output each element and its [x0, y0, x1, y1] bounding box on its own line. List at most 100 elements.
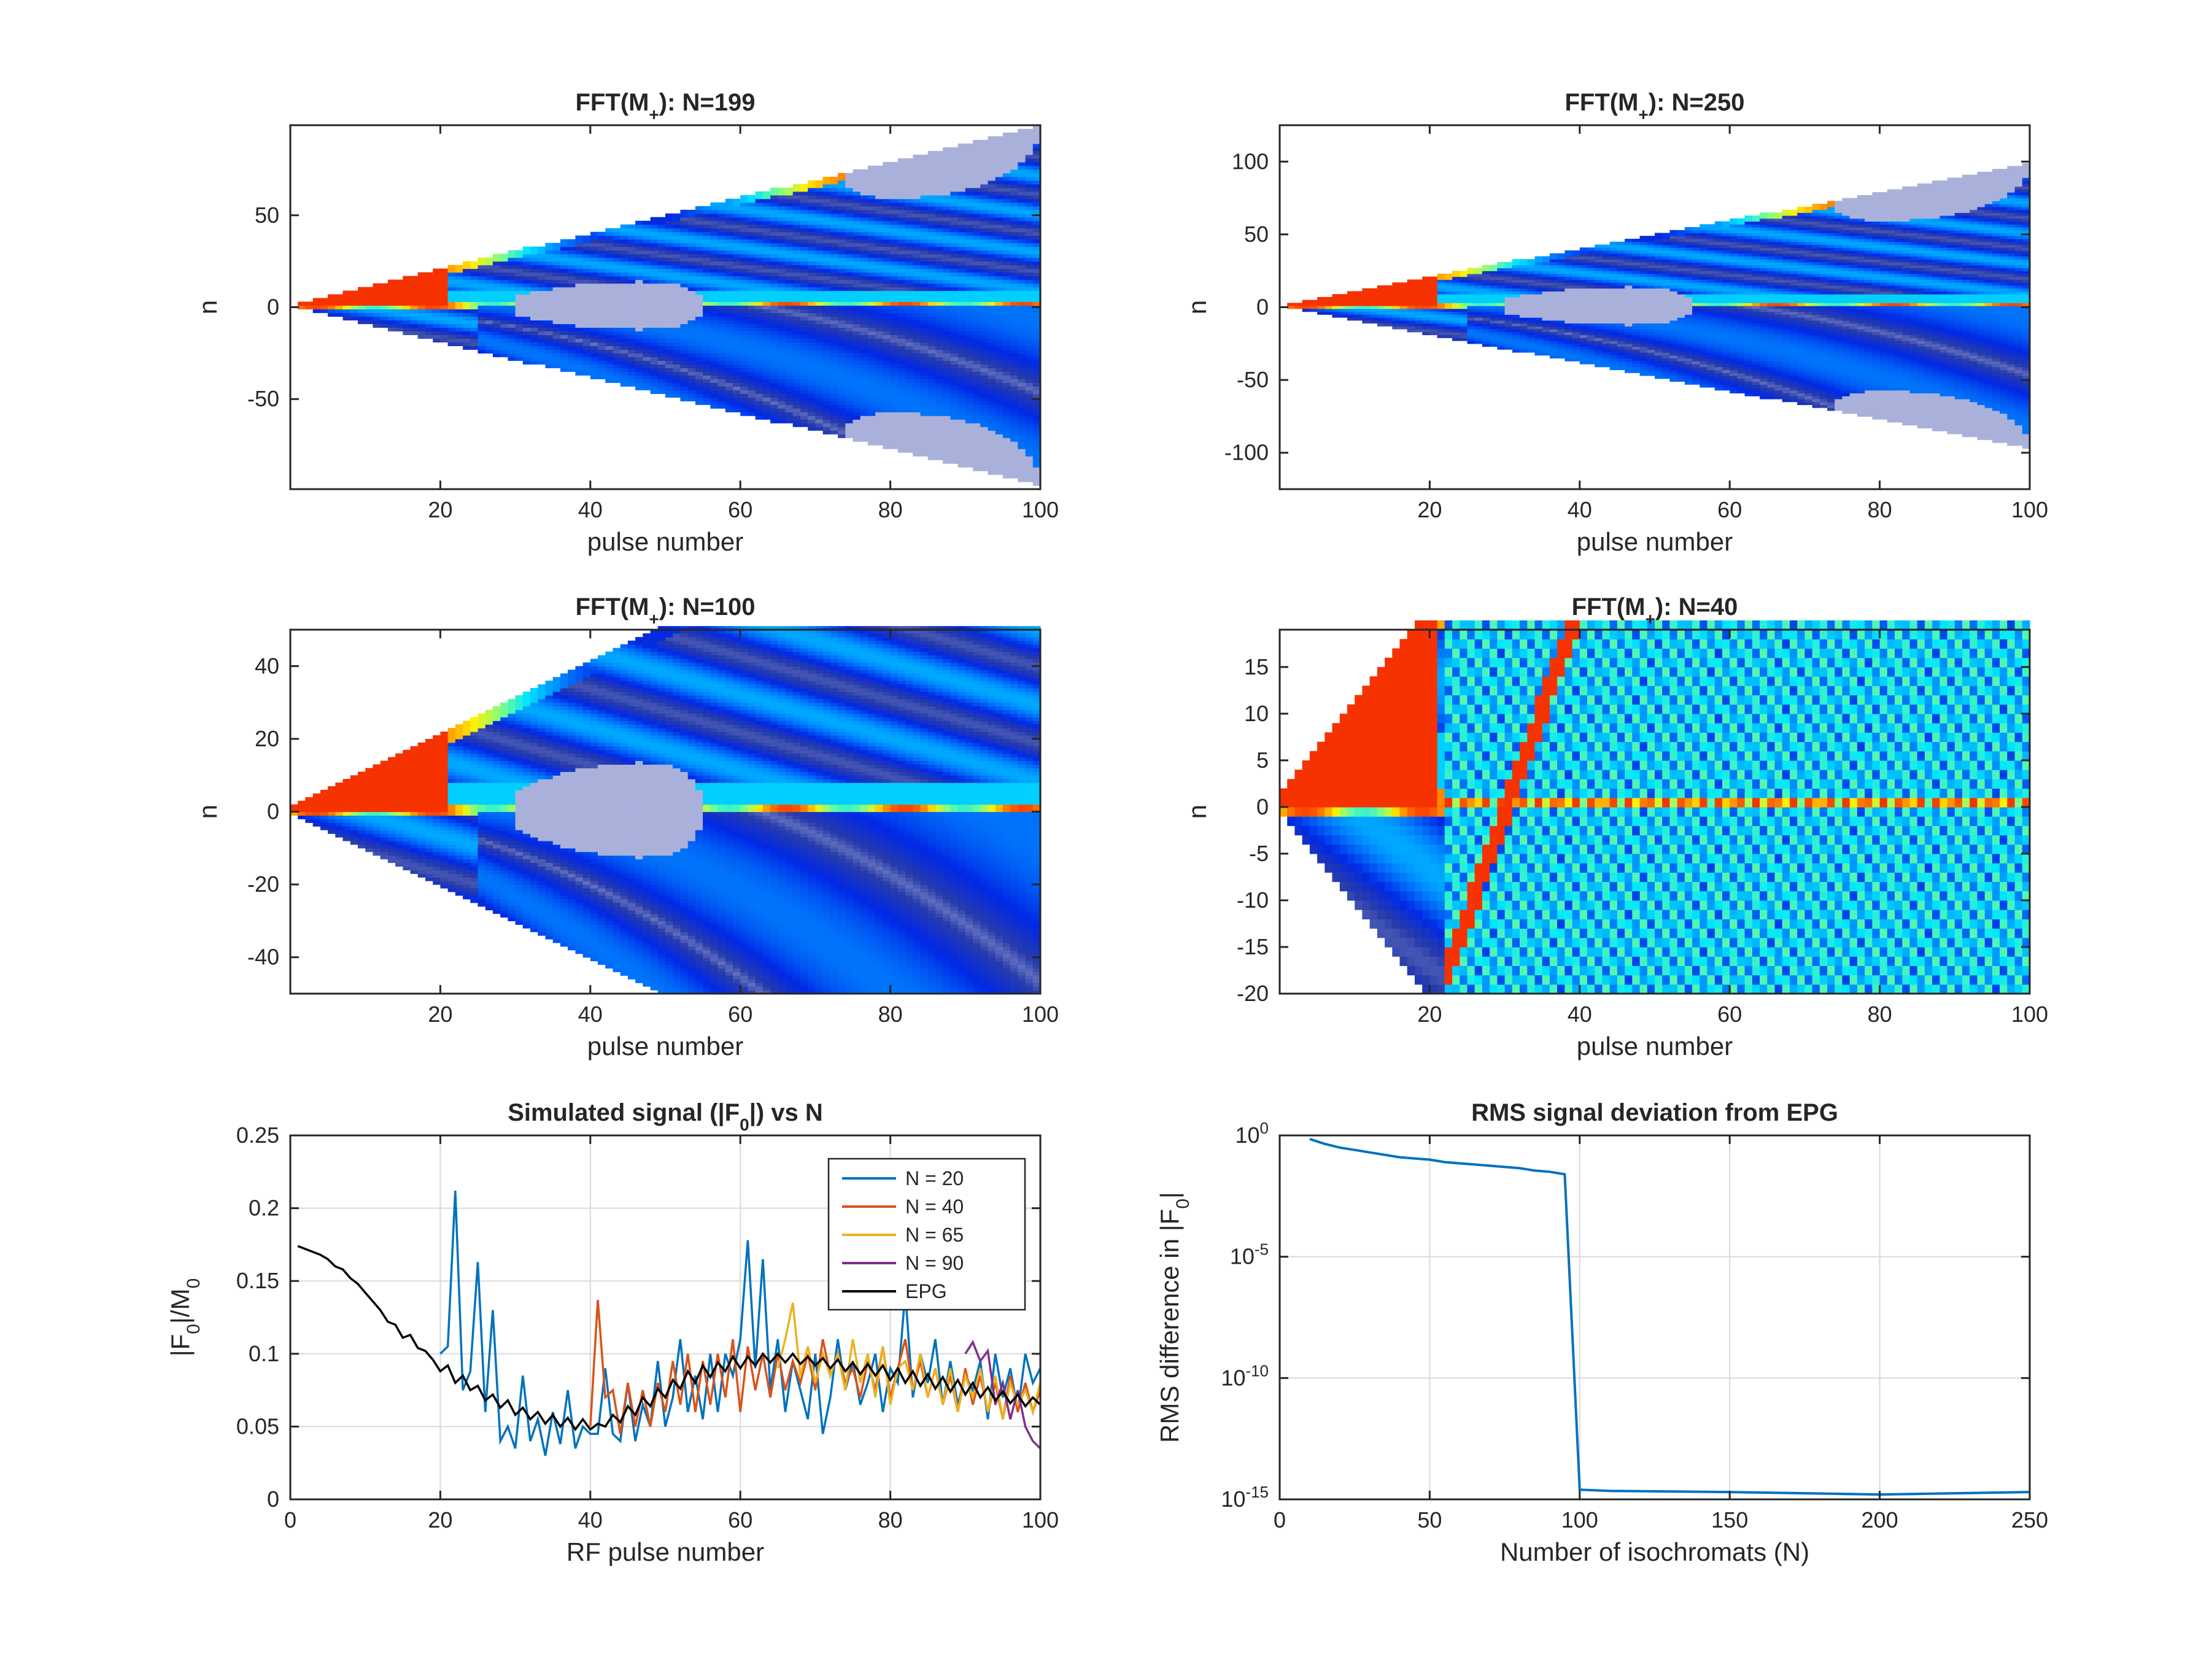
heatmap-cell [988, 147, 996, 152]
heatmap-cell [830, 427, 838, 431]
heatmap-cell [770, 279, 778, 284]
heatmap-cell [575, 323, 584, 328]
heatmap-cell [433, 294, 441, 299]
heatmap-cell [755, 404, 764, 409]
heatmap-cell [447, 305, 456, 310]
heatmap-cell [792, 327, 801, 331]
heatmap-cell [478, 301, 486, 306]
heatmap-cell [643, 235, 651, 240]
heatmap-cell [463, 272, 471, 277]
heatmap-cell [687, 250, 696, 255]
heatmap-cell [883, 375, 891, 379]
heatmap-cell [988, 312, 996, 317]
heatmap-cell [620, 353, 628, 357]
heatmap-cell [508, 334, 516, 339]
heatmap-cell [1032, 474, 1041, 479]
heatmap-cell [995, 471, 1004, 475]
heatmap-cell [560, 265, 568, 269]
heatmap-cell [725, 334, 733, 339]
heatmap-cell [995, 165, 1004, 170]
heatmap-cell [950, 158, 959, 163]
heatmap-cell [575, 334, 584, 339]
heatmap-cell [328, 294, 336, 299]
heatmap-cell [1010, 133, 1018, 137]
heatmap-cell [995, 202, 1004, 207]
heatmap-cell [395, 323, 403, 328]
heatmap-cell [433, 327, 441, 331]
heatmap-cell [410, 298, 419, 303]
heatmap-cell [748, 235, 756, 240]
heatmap-cell [500, 290, 508, 295]
heatmap-cell [995, 323, 1004, 328]
heatmap-cell [883, 386, 891, 390]
heatmap-cell [913, 427, 921, 431]
heatmap-cell [890, 209, 899, 214]
heatmap-cell [1002, 287, 1011, 292]
heatmap-cell [1002, 180, 1011, 185]
heatmap-cell [545, 253, 554, 258]
heatmap-cell [710, 220, 719, 225]
heatmap-cell [1010, 467, 1018, 471]
heatmap-cell [905, 390, 913, 394]
heatmap-cell [845, 239, 854, 244]
heatmap-cell [973, 184, 981, 188]
heatmap-cell [913, 386, 921, 390]
heatmap-cell [988, 213, 996, 218]
heatmap-cell [1032, 257, 1041, 262]
heatmap-cell [530, 265, 538, 269]
heatmap-cell [838, 217, 846, 222]
heatmap-cell [920, 172, 929, 177]
heatmap-cell [950, 305, 959, 310]
heatmap-cell [935, 187, 943, 192]
heatmap-cell [447, 334, 456, 339]
heatmap-cell [830, 246, 838, 251]
heatmap-cell [755, 375, 764, 379]
heatmap-cell [860, 379, 868, 383]
heatmap-cell [665, 290, 673, 295]
heatmap-cell [733, 357, 741, 361]
heatmap-cell [927, 220, 936, 225]
heatmap-cell [673, 320, 681, 325]
heatmap-cell [447, 294, 456, 299]
heatmap-cell [995, 228, 1004, 233]
heatmap-cell [770, 265, 778, 269]
heatmap-cell [957, 143, 966, 148]
heatmap-cell [605, 276, 613, 280]
heatmap-cell [973, 463, 981, 468]
heatmap-cell [598, 375, 606, 379]
heatmap-cell [492, 294, 501, 299]
heatmap-cell [927, 165, 936, 170]
heatmap-cell [778, 298, 786, 303]
heatmap-cell [635, 364, 643, 368]
heatmap-cell [440, 338, 449, 342]
heatmap-cell [838, 287, 846, 292]
heatmap-cell [680, 379, 689, 383]
heatmap-cell [822, 427, 831, 431]
heatmap-cell [913, 206, 921, 211]
heatmap-cell [830, 209, 838, 214]
heatmap-cell [845, 202, 854, 207]
heatmap-cell [815, 242, 824, 247]
heatmap-cell [890, 294, 899, 299]
heatmap-cell [755, 371, 764, 376]
heatmap-cell [440, 272, 449, 277]
heatmap-cell [703, 253, 711, 258]
heatmap-cell [478, 290, 486, 295]
heatmap-cell [830, 257, 838, 262]
heatmap-cell [770, 209, 778, 214]
heatmap-cell [778, 342, 786, 346]
heatmap-cell [740, 250, 748, 255]
heatmap-cell [522, 261, 531, 266]
heatmap-cell [1032, 154, 1041, 159]
heatmap-cell [822, 184, 831, 188]
heatmap-cell [973, 320, 981, 325]
heatmap-cell [417, 301, 426, 306]
heatmap-cell [725, 305, 733, 310]
heatmap-cell [830, 253, 838, 258]
heatmap-cell [740, 382, 748, 387]
heatmap-cell [920, 441, 929, 446]
heatmap-cell [943, 209, 951, 214]
heatmap-cell [433, 272, 441, 277]
heatmap-cell [575, 242, 584, 247]
heatmap-cell [530, 253, 538, 258]
